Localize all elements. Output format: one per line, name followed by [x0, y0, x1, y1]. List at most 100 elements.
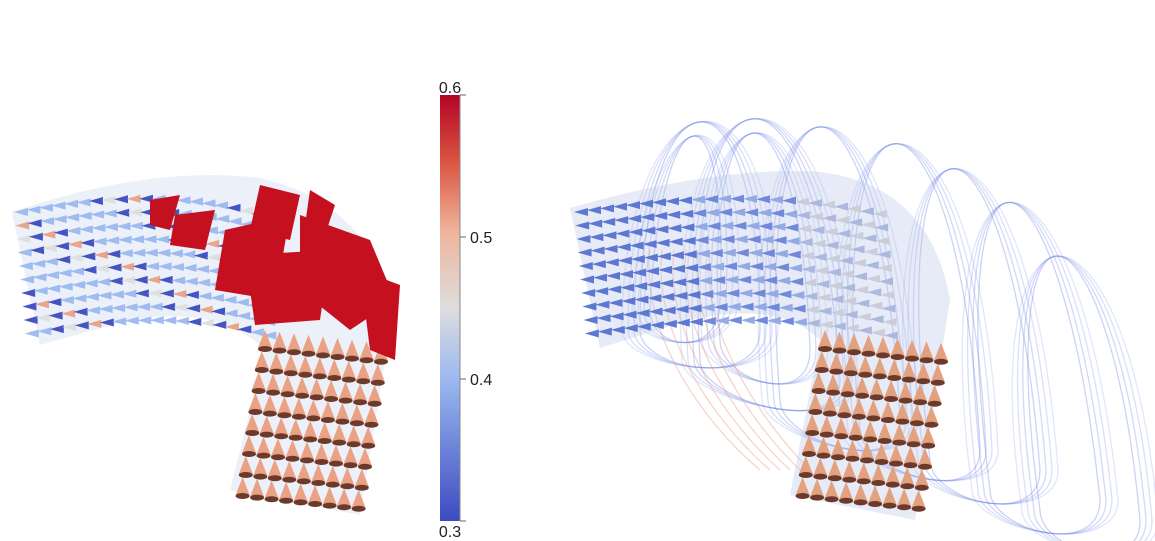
arrow-glyph — [14, 208, 28, 216]
arrow-glyph — [744, 208, 759, 217]
cone-base — [855, 392, 870, 399]
streamline-high — [660, 249, 771, 471]
cone-base — [283, 370, 298, 377]
cone-base — [876, 352, 890, 359]
cone-glyph — [927, 384, 942, 403]
cone-glyph — [282, 460, 297, 479]
arrow-glyph — [76, 198, 91, 207]
arrow-glyph — [103, 223, 118, 232]
arrow-glyph — [580, 275, 594, 284]
arrow-glyph — [623, 324, 638, 333]
cone-base — [872, 373, 887, 380]
arrow-glyph — [183, 277, 198, 286]
arrow-glyph — [822, 214, 837, 223]
arrow-glyph — [72, 294, 87, 303]
arrow-glyph — [600, 204, 614, 213]
arrow-glyph — [595, 300, 610, 309]
cone-glyph — [367, 384, 382, 403]
arrow-glyph — [721, 248, 736, 257]
arrow-glyph — [78, 225, 93, 234]
cone-glyph — [349, 404, 364, 423]
arrow-glyph — [630, 255, 645, 264]
streamline — [699, 132, 829, 385]
cone-glyph — [898, 381, 913, 400]
arrow-glyph — [708, 249, 723, 258]
cone-glyph — [341, 360, 356, 379]
arrow-glyph — [693, 222, 708, 231]
arrow-glyph — [803, 292, 818, 301]
cone-glyph — [332, 423, 347, 442]
arrow-glyph — [81, 252, 96, 261]
arrow-glyph — [186, 304, 201, 313]
arrow-glyph — [834, 202, 848, 211]
cone-glyph — [285, 439, 300, 458]
cone-glyph — [889, 444, 903, 463]
cone-glyph — [354, 468, 369, 487]
cone-glyph — [295, 376, 310, 395]
arrow-glyph — [704, 195, 718, 204]
arrow-glyph — [816, 293, 831, 302]
cone-glyph — [808, 393, 823, 411]
cone-glyph — [884, 380, 899, 398]
cone-base — [839, 497, 854, 504]
cone-glyph — [370, 363, 385, 382]
arrow-glyph — [701, 317, 716, 326]
cone-glyph — [816, 436, 831, 455]
arrow-glyph — [688, 317, 703, 326]
arrow-glyph — [678, 196, 692, 205]
arrow-glyph — [27, 219, 42, 228]
cone-glyph — [874, 443, 889, 461]
arrow-glyph — [824, 241, 839, 250]
high-magnitude-cluster — [150, 185, 400, 360]
arrow-glyph — [212, 320, 227, 329]
arrow-glyph — [653, 211, 668, 220]
cone-base — [301, 350, 316, 357]
streamline — [846, 143, 987, 482]
arrow-glyph — [617, 256, 632, 265]
arrow-glyph — [634, 295, 649, 304]
arrow-glyph — [227, 217, 242, 226]
cone-glyph — [288, 418, 303, 437]
cone-glyph — [882, 486, 897, 505]
arrow-glyph — [206, 253, 221, 262]
arrow-glyph — [734, 248, 749, 257]
cone-glyph — [906, 425, 921, 444]
cone-base — [924, 421, 939, 428]
arrow-glyph — [736, 262, 750, 271]
cone-glyph — [251, 372, 266, 390]
arrow-glyph — [764, 289, 779, 298]
cone-glyph — [848, 418, 863, 437]
arrow-glyph — [84, 292, 99, 301]
arrow-glyph — [759, 235, 774, 244]
arrow-glyph — [633, 282, 648, 291]
streamline — [961, 202, 1119, 535]
arrow-glyph — [836, 229, 851, 238]
cone-glyph — [250, 478, 265, 497]
arrow-glyph — [99, 318, 114, 327]
cone-base — [291, 413, 306, 420]
arrow-glyph — [26, 205, 41, 214]
cone-glyph — [314, 443, 329, 461]
cone-base — [306, 415, 321, 422]
cone-glyph — [819, 415, 834, 434]
arrow-glyph — [145, 262, 159, 271]
cone-base — [798, 472, 813, 478]
arrow-glyph — [97, 291, 112, 300]
arrow-glyph — [108, 277, 123, 286]
cone-base — [845, 455, 860, 462]
arrow-glyph — [757, 208, 772, 217]
cone-base — [235, 493, 250, 499]
cone-base — [300, 457, 314, 464]
arrow-glyph — [594, 287, 609, 296]
right-glyph-panel — [570, 118, 1155, 541]
arrow-glyph — [639, 199, 653, 208]
arrow-glyph — [860, 207, 874, 216]
cone-glyph — [871, 464, 886, 482]
arrow-glyph — [752, 302, 767, 311]
arrow-glyph — [226, 203, 241, 212]
cone-glyph — [242, 435, 256, 453]
cone-glyph — [900, 467, 915, 486]
cone-glyph — [335, 402, 350, 421]
arrow-glyph — [596, 314, 611, 323]
arrow-glyph — [686, 290, 701, 299]
